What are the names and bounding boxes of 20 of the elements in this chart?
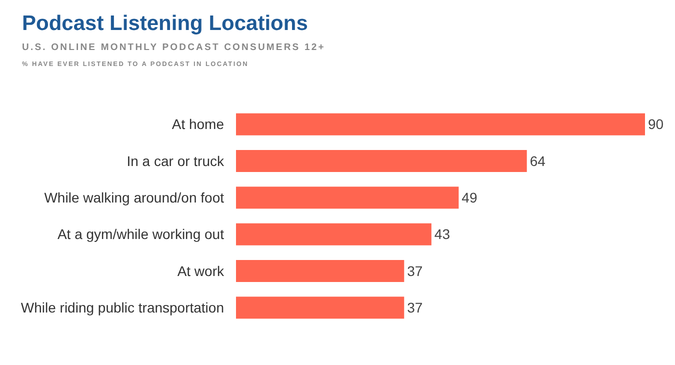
bar: [236, 223, 432, 246]
y-tick-label: While riding public transportation: [20, 300, 224, 316]
bar: [236, 296, 404, 319]
data-label: 37: [407, 300, 423, 316]
bar: [236, 150, 527, 172]
data-label: 43: [434, 226, 450, 242]
y-tick-label: While walking around/on foot: [44, 190, 224, 206]
chart-title: Podcast Listening Locations: [22, 12, 308, 35]
y-tick-label: At work: [177, 262, 225, 279]
y-tick-label: At a gym/while working out: [57, 226, 224, 242]
data-label: 49: [462, 190, 478, 206]
data-label: 64: [530, 152, 546, 169]
data-label: 90: [648, 116, 664, 132]
bar: [236, 113, 645, 136]
data-label: 37: [407, 262, 423, 279]
bar: [236, 260, 404, 282]
y-tick-label: In a car or truck: [126, 152, 225, 169]
chart-subtitle: U.S. ONLINE MONTHLY PODCAST CONSUMERS 12+: [22, 42, 326, 53]
y-tick-label: At home: [172, 116, 224, 132]
bar: [236, 186, 459, 209]
